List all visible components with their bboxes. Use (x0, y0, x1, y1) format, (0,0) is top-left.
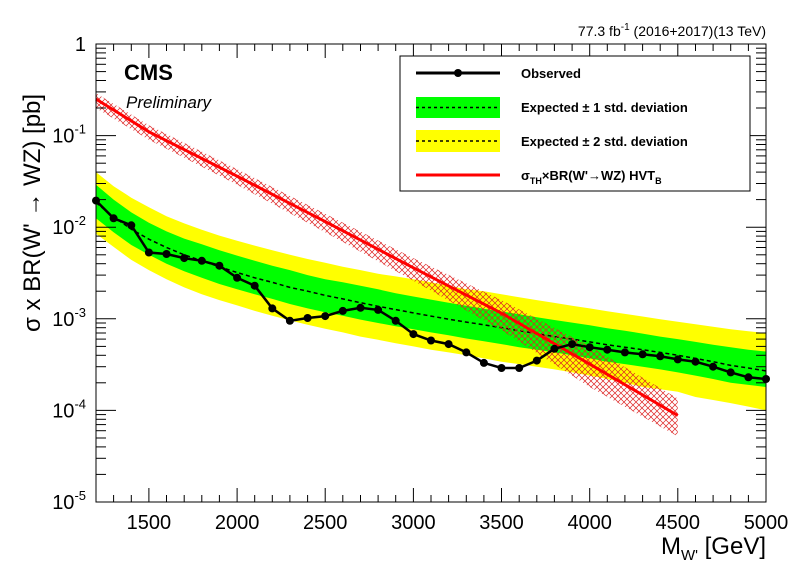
observed-point (726, 368, 735, 377)
observed-point (603, 345, 612, 354)
luminosity-label: 77.3 fb-1 (2016+2017)(13 TeV) (578, 22, 766, 39)
legend-band1: Expected ± 1 std. deviation (416, 97, 688, 118)
observed-point (197, 256, 206, 265)
observed-point (374, 305, 383, 314)
observed-point (303, 314, 312, 322)
band-1sigma (96, 184, 766, 387)
observed-point (391, 316, 400, 325)
theory-curve (95, 93, 679, 437)
observed-point (532, 356, 541, 365)
legend-observed: Observed (416, 66, 581, 81)
legend-theory-label: σTH×BR(W'→WZ) HVTB (521, 168, 662, 186)
x-axis-label: MW' [GeV] (661, 533, 766, 564)
preliminary-label: Preliminary (126, 93, 213, 112)
y-tick-label: 10-5 (52, 488, 86, 514)
y-tick-label: 10-1 (52, 122, 86, 148)
axes: 1500 2000 2500 3000 3500 4000 4500 5000 10-5 10-4… (52, 34, 788, 534)
theory-line (95, 97, 679, 417)
observed-point (673, 355, 682, 364)
legend-observed-marker (454, 69, 462, 77)
observed-point (338, 306, 347, 315)
observed-point (620, 348, 629, 357)
observed-point (497, 364, 506, 372)
observed-point (356, 303, 365, 312)
x-tick-label: 2500 (303, 512, 348, 534)
x-tick-label: 2000 (215, 512, 260, 534)
legend-observed-label: Observed (521, 66, 581, 81)
observed-point (515, 364, 524, 372)
observed-point (550, 344, 559, 353)
observed-point (144, 248, 153, 257)
observed-point (109, 214, 118, 223)
observed-point (409, 330, 418, 339)
observed-point (233, 273, 242, 282)
observed-point (479, 358, 488, 367)
observed-point (180, 254, 189, 263)
legend-band2: Expected ± 2 std. deviation (416, 130, 688, 152)
legend-band1-label: Expected ± 1 std. deviation (521, 100, 688, 115)
x-tick-label: 4000 (567, 512, 612, 534)
y-tick-label: 10-4 (52, 396, 86, 422)
observed-point (215, 261, 224, 270)
observed-point (568, 340, 577, 349)
x-tick-label: 4500 (656, 512, 701, 534)
expected-bands (95, 172, 767, 411)
band-2sigma (96, 172, 766, 411)
observed-point (285, 316, 294, 325)
x-tick-label: 1500 (127, 512, 172, 534)
legend-band2-label: Expected ± 2 std. deviation (521, 134, 688, 149)
observed-point (321, 312, 330, 321)
observed-point (744, 373, 753, 382)
observed-point (268, 304, 277, 313)
observed-point (444, 340, 453, 349)
observed-point (585, 343, 594, 352)
y-tick-label: 10-3 (52, 305, 86, 331)
legend: Observed Expected ± 1 std. deviation Exp… (399, 55, 751, 192)
legend-box (399, 55, 751, 192)
x-tick-label: 3500 (479, 512, 524, 534)
observed-point (427, 336, 435, 345)
observed-point (638, 350, 647, 359)
observed-curve (92, 196, 770, 383)
x-tick-label: 3000 (391, 512, 436, 534)
x-tick-label: 5000 (744, 512, 789, 534)
cms-label: CMS (124, 60, 173, 85)
observed-point (250, 281, 259, 290)
observed-point (162, 250, 171, 258)
y-axis-label: σ x BR(W' → WZ) [pb] (19, 94, 46, 332)
observed-point (709, 362, 718, 371)
observed-point (127, 221, 136, 230)
y-tick-label: 10-2 (52, 213, 86, 239)
observed-point (656, 352, 665, 361)
y-tick-label: 1 (75, 34, 86, 56)
observed-point (691, 357, 700, 366)
observed-point (462, 348, 471, 357)
legend-theory: σTH×BR(W'→WZ) HVTB (416, 168, 662, 186)
